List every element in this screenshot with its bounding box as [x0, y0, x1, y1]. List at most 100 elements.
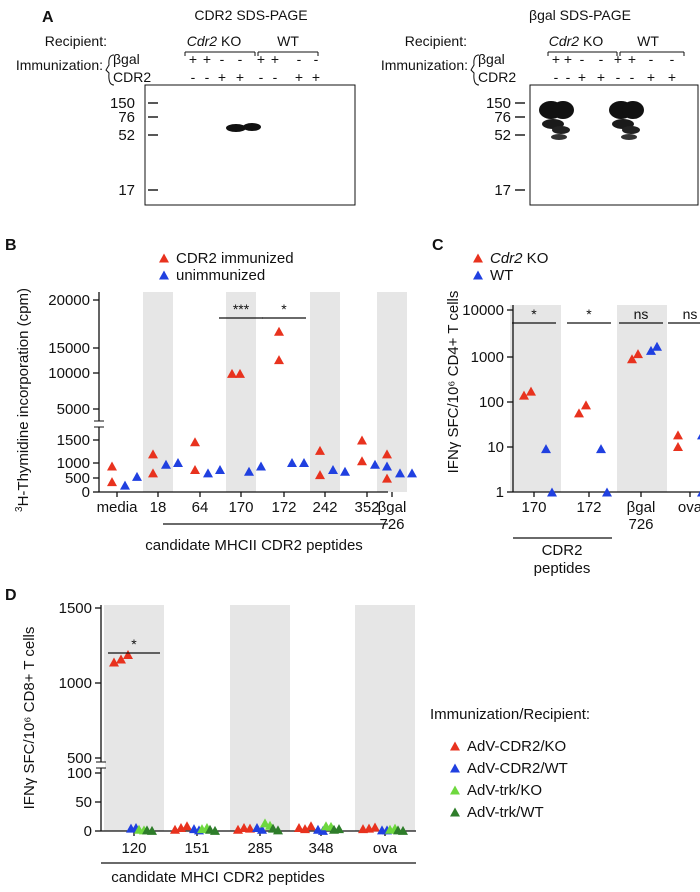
sign-bgal: - [599, 51, 604, 67]
axis-break-gap [95, 421, 103, 427]
sign-bgal: + [628, 51, 636, 67]
data-point-cdr2-ko [673, 442, 683, 451]
data-point-cdr2-ko [627, 354, 637, 364]
legend-marker [473, 253, 483, 263]
legend-label-italic: Cdr2 [490, 250, 523, 267]
data-point-unimmunized [244, 466, 254, 476]
sign-cdr2: + [218, 69, 226, 85]
y-tick-label: 0 [82, 484, 90, 501]
marker-label: 52 [494, 127, 511, 144]
data-point-immunized [148, 468, 158, 478]
data-point-adv-trk-wt [334, 824, 344, 834]
sign-bgal: + [564, 51, 572, 67]
x-tick-label: 726 [628, 516, 653, 533]
legend-label: WT [490, 267, 513, 284]
gel-band-smear [622, 101, 644, 119]
group-suffix: KO [217, 33, 241, 49]
sign-cdr2: + [597, 69, 605, 85]
data-point-wt [596, 444, 606, 454]
legend-marker [450, 807, 460, 817]
row-label-cdr2: CDR2 [113, 69, 151, 85]
sign-cdr2: + [236, 69, 244, 85]
data-point-immunized [274, 326, 284, 336]
data-point-wt [547, 487, 557, 497]
immunization-label: Immunization: [381, 57, 468, 73]
gel-band-smear [621, 134, 637, 140]
gel-title: CDR2 SDS-PAGE [194, 7, 307, 23]
data-point-adv-trk-ko [260, 818, 270, 828]
x-tick-label: 242 [312, 499, 337, 516]
data-point-adv-cdr2-ko [109, 657, 119, 667]
data-point-cdr2-ko [673, 430, 683, 440]
marker-label: 52 [118, 127, 135, 144]
gel-band [226, 124, 246, 132]
significance-label: ns [683, 306, 698, 322]
marker-label: 76 [494, 109, 511, 126]
x-tick-label: 18 [150, 499, 167, 516]
shaded-column [355, 605, 415, 831]
data-point-immunized [227, 368, 237, 378]
group-name: WT [277, 33, 299, 49]
data-point-unimmunized [173, 458, 183, 468]
y-label-superscript: 3 [14, 506, 25, 512]
data-point-adv-trk-wt [147, 825, 157, 835]
legend-label: Cdr2 KO [490, 250, 548, 267]
y-tick-label: 100 [479, 394, 504, 411]
sign-bgal: + [189, 51, 197, 67]
x-tick-label: 120 [121, 840, 146, 857]
marker-label: 150 [110, 95, 135, 112]
data-point-immunized [357, 435, 367, 445]
sign-bgal: + [614, 51, 622, 67]
sign-bgal: - [297, 51, 302, 67]
sign-cdr2: + [295, 69, 303, 85]
sign-bgal: + [257, 51, 265, 67]
data-point-immunized [148, 449, 158, 459]
recipient-label: Recipient: [45, 33, 107, 49]
x-group-label: candidate MHCII CDR2 peptides [145, 537, 363, 554]
shaded-column [226, 292, 256, 492]
data-point-wt [697, 433, 700, 440]
data-point-immunized [190, 437, 200, 447]
data-point-unimmunized [287, 458, 297, 468]
y-tick-label: 10000 [462, 302, 504, 319]
data-point-adv-cdr2-ko [123, 650, 133, 659]
data-point-cdr2-ko [633, 349, 643, 359]
legend-label: CDR2 immunized [176, 250, 294, 267]
recipient-group-label: WT [637, 33, 659, 49]
data-point-immunized [357, 456, 367, 466]
shaded-column [510, 305, 561, 492]
data-point-immunized [382, 449, 392, 459]
x-tick-label: ova [373, 840, 398, 857]
data-point-immunized [107, 477, 117, 487]
y-tick-label: 1000 [57, 455, 90, 472]
data-point-unimmunized [370, 459, 380, 469]
x-tick-label: 348 [308, 840, 333, 857]
data-point-unimmunized [132, 471, 142, 481]
group-suffix: KO [579, 33, 603, 49]
sign-cdr2: - [205, 69, 210, 85]
y-tick-label: 10000 [48, 365, 90, 382]
data-point-immunized [382, 473, 392, 483]
data-point-unimmunized [215, 464, 225, 474]
data-point-adv-trk-wt [210, 825, 220, 835]
row-label-bgal: βgal [478, 51, 505, 67]
data-point-cdr2-ko [574, 408, 584, 418]
sign-bgal: - [649, 51, 654, 67]
gel-image [144, 84, 356, 206]
shaded-column [377, 292, 407, 492]
data-point-immunized [315, 445, 325, 455]
panel-letter-c: C [432, 237, 444, 254]
data-point-unimmunized [203, 468, 213, 478]
significance-label: * [531, 306, 537, 322]
data-point-cdr2-ko [581, 400, 591, 410]
data-point-adv-cdr2-ko [294, 823, 304, 833]
legend-label-suffix: KO [523, 250, 549, 267]
data-point-wt [697, 491, 700, 497]
sign-bgal: - [670, 51, 675, 67]
y-tick-label: 20000 [48, 292, 90, 309]
recipient-group-label: WT [277, 33, 299, 49]
data-point-adv-cdr2-wt [318, 825, 328, 835]
data-point-adv-cdr2-ko [370, 822, 380, 832]
group-name: WT [637, 33, 659, 49]
